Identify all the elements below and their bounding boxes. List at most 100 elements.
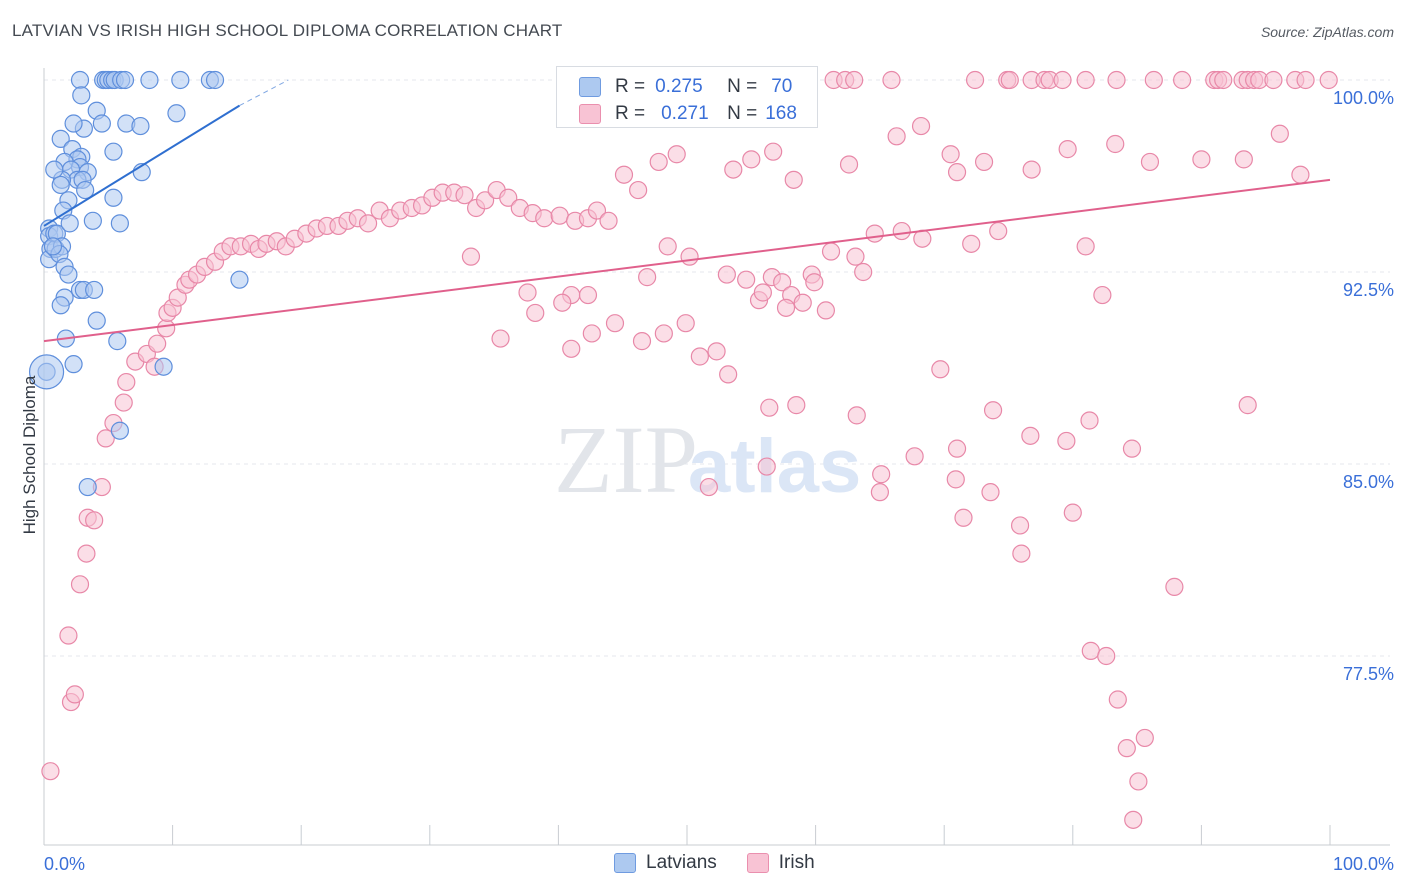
irish-point — [846, 247, 865, 266]
latvians-point — [167, 104, 186, 123]
r-label: R = — [615, 103, 646, 124]
irish-point — [605, 314, 625, 333]
irish-point — [455, 186, 474, 205]
irish-point — [1022, 160, 1041, 179]
latvians-point — [110, 214, 129, 233]
irish-point — [1214, 70, 1233, 90]
irish-point — [737, 270, 756, 289]
irish-points — [41, 70, 1338, 829]
irish-point — [962, 234, 981, 253]
irish-point — [667, 145, 686, 164]
y-axis-label: High School Diploma — [20, 375, 39, 534]
legend-item-irish[interactable]: Irish — [746, 852, 815, 874]
latvians-trend-extension — [239, 79, 289, 107]
irish-point — [499, 188, 518, 207]
trend-lines — [43, 79, 1331, 343]
irish-swatch — [746, 853, 769, 873]
irish-point — [1173, 70, 1192, 90]
y-tick-label: 92.5% — [1343, 280, 1394, 300]
irish-point — [764, 142, 783, 161]
irish-point — [954, 508, 973, 527]
irish-point — [96, 429, 115, 448]
irish-point — [941, 145, 960, 164]
latvians-point — [64, 114, 83, 133]
irish-point — [793, 293, 812, 312]
irish-point — [649, 152, 668, 172]
latvians-point — [83, 211, 102, 230]
irish-point — [1135, 728, 1154, 748]
irish-point — [847, 406, 866, 425]
irish-point — [1058, 140, 1077, 159]
latvians-point — [76, 180, 95, 200]
irish-point — [1080, 411, 1099, 430]
latvians-point — [59, 265, 78, 284]
irish-point — [1012, 544, 1031, 563]
latvians-r-value: 0.275 — [655, 76, 703, 97]
irish-point — [59, 626, 78, 645]
latvians-point — [154, 357, 173, 376]
axis-layer — [43, 68, 1390, 846]
irish-point — [114, 393, 133, 412]
n-label: N = — [727, 103, 758, 124]
irish-point — [1000, 70, 1019, 90]
latvians-trend-line — [43, 104, 240, 227]
irish-point — [931, 360, 950, 379]
latvians-point — [70, 70, 90, 90]
latvians-point — [104, 142, 123, 161]
y-tick-label: 77.5% — [1343, 664, 1394, 684]
irish-trend-line — [43, 178, 1331, 343]
irish-point — [562, 339, 581, 358]
irish-point — [989, 221, 1008, 241]
irish-point — [1076, 237, 1095, 256]
irish-n-value: 168 — [765, 103, 797, 124]
latvians-point — [131, 116, 150, 136]
irish-point — [1122, 439, 1142, 458]
irish-point — [854, 262, 873, 282]
irish-point — [865, 224, 884, 243]
latvians-point — [60, 214, 79, 233]
irish-point — [1270, 124, 1289, 143]
irish-point — [1129, 772, 1148, 791]
irish-point — [872, 465, 891, 484]
irish-point — [658, 237, 677, 256]
latvians-swatch — [579, 77, 601, 97]
irish-point — [638, 268, 657, 287]
irish-point — [1106, 134, 1125, 154]
irish-point — [905, 447, 924, 466]
latvian-points — [28, 70, 249, 497]
irish-point — [1097, 646, 1116, 666]
x-tick-label-left: 0.0% — [44, 854, 85, 874]
irish-point — [947, 163, 967, 182]
watermark-zip: ZIP — [554, 406, 698, 513]
irish-point — [1021, 426, 1040, 445]
r-label: R = — [615, 76, 646, 97]
irish-point — [816, 301, 835, 320]
irish-point — [676, 314, 695, 333]
latvians-n-value: 70 — [771, 76, 793, 97]
irish-point — [550, 206, 569, 225]
latvians-point — [115, 70, 135, 90]
irish-point — [1053, 70, 1072, 90]
latvians-point — [205, 70, 225, 90]
irish-point — [983, 401, 1003, 420]
y-tick-label: 100.0% — [1333, 88, 1394, 108]
latvians-point — [230, 270, 249, 289]
irish-point — [599, 211, 618, 230]
irish-point — [461, 247, 481, 266]
irish-point — [753, 283, 772, 302]
irish-point — [773, 273, 792, 292]
latvians-swatch — [614, 853, 636, 873]
irish-point — [887, 127, 906, 146]
irish-point — [654, 324, 673, 343]
legend-row-irish: R = 0.271 N = 168 — [579, 102, 797, 126]
irish-point — [629, 180, 648, 200]
irish-point — [1291, 165, 1310, 184]
irish-point — [491, 329, 510, 348]
irish-point — [1264, 70, 1283, 90]
irish-point — [1076, 70, 1095, 90]
irish-point — [535, 209, 554, 228]
irish-point — [974, 152, 994, 172]
irish-point — [65, 685, 84, 704]
irish-point — [70, 575, 90, 594]
legend-item-latvians[interactable]: Latvians — [614, 852, 717, 874]
